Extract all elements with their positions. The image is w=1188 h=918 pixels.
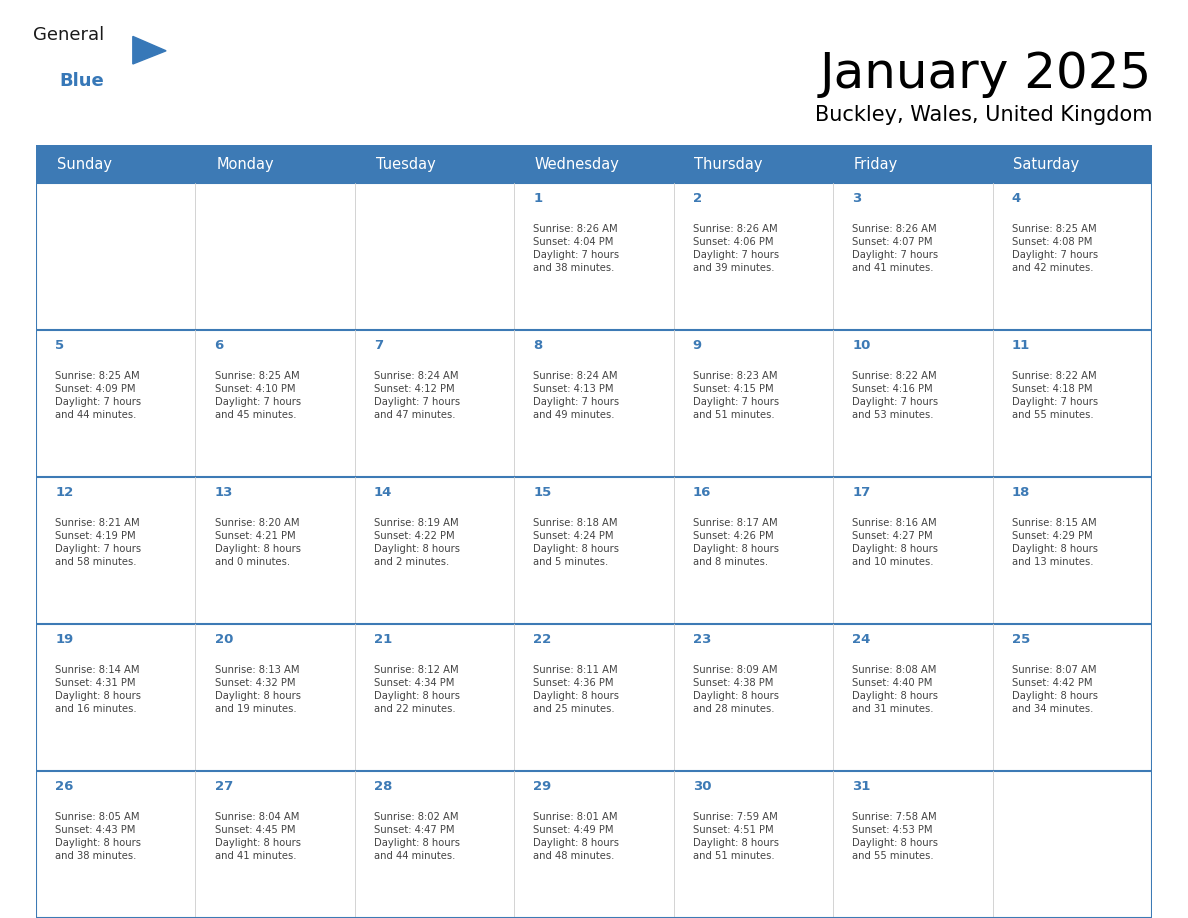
Text: Sunrise: 8:17 AM
Sunset: 4:26 PM
Daylight: 8 hours
and 8 minutes.: Sunrise: 8:17 AM Sunset: 4:26 PM Dayligh… — [693, 519, 779, 566]
Text: Thursday: Thursday — [695, 156, 763, 172]
Text: 19: 19 — [55, 633, 74, 646]
Text: Sunrise: 8:24 AM
Sunset: 4:12 PM
Daylight: 7 hours
and 47 minutes.: Sunrise: 8:24 AM Sunset: 4:12 PM Dayligh… — [374, 371, 460, 420]
Text: 13: 13 — [215, 486, 233, 499]
Bar — [36, 183, 1152, 330]
Text: Sunrise: 8:21 AM
Sunset: 4:19 PM
Daylight: 7 hours
and 58 minutes.: Sunrise: 8:21 AM Sunset: 4:19 PM Dayligh… — [55, 519, 141, 566]
Text: Blue: Blue — [59, 73, 105, 90]
Text: 17: 17 — [852, 486, 871, 499]
Text: Sunrise: 8:04 AM
Sunset: 4:45 PM
Daylight: 8 hours
and 41 minutes.: Sunrise: 8:04 AM Sunset: 4:45 PM Dayligh… — [215, 812, 301, 861]
Text: Sunrise: 8:11 AM
Sunset: 4:36 PM
Daylight: 8 hours
and 25 minutes.: Sunrise: 8:11 AM Sunset: 4:36 PM Dayligh… — [533, 666, 619, 713]
Text: Sunrise: 8:16 AM
Sunset: 4:27 PM
Daylight: 8 hours
and 10 minutes.: Sunrise: 8:16 AM Sunset: 4:27 PM Dayligh… — [852, 519, 939, 566]
Text: 3: 3 — [852, 192, 861, 205]
Text: Sunrise: 7:58 AM
Sunset: 4:53 PM
Daylight: 8 hours
and 55 minutes.: Sunrise: 7:58 AM Sunset: 4:53 PM Dayligh… — [852, 812, 939, 861]
Text: 26: 26 — [55, 780, 74, 793]
Text: 8: 8 — [533, 339, 543, 352]
Text: Tuesday: Tuesday — [375, 156, 435, 172]
Text: 22: 22 — [533, 633, 551, 646]
Text: 5: 5 — [55, 339, 64, 352]
Text: Sunrise: 8:15 AM
Sunset: 4:29 PM
Daylight: 8 hours
and 13 minutes.: Sunrise: 8:15 AM Sunset: 4:29 PM Dayligh… — [1012, 519, 1098, 566]
Text: 21: 21 — [374, 633, 392, 646]
Text: 16: 16 — [693, 486, 712, 499]
Text: 25: 25 — [1012, 633, 1030, 646]
Text: 15: 15 — [533, 486, 551, 499]
Text: 6: 6 — [215, 339, 223, 352]
Text: Sunrise: 8:05 AM
Sunset: 4:43 PM
Daylight: 8 hours
and 38 minutes.: Sunrise: 8:05 AM Sunset: 4:43 PM Dayligh… — [55, 812, 141, 861]
Text: 20: 20 — [215, 633, 233, 646]
Text: 24: 24 — [852, 633, 871, 646]
Bar — [36, 145, 1152, 183]
Text: Sunday: Sunday — [57, 156, 112, 172]
Text: Sunrise: 8:12 AM
Sunset: 4:34 PM
Daylight: 8 hours
and 22 minutes.: Sunrise: 8:12 AM Sunset: 4:34 PM Dayligh… — [374, 666, 460, 713]
Text: Sunrise: 8:22 AM
Sunset: 4:16 PM
Daylight: 7 hours
and 53 minutes.: Sunrise: 8:22 AM Sunset: 4:16 PM Dayligh… — [852, 371, 939, 420]
Text: 18: 18 — [1012, 486, 1030, 499]
Text: Monday: Monday — [216, 156, 273, 172]
Text: 28: 28 — [374, 780, 392, 793]
Text: Sunrise: 8:13 AM
Sunset: 4:32 PM
Daylight: 8 hours
and 19 minutes.: Sunrise: 8:13 AM Sunset: 4:32 PM Dayligh… — [215, 666, 301, 713]
Text: Sunrise: 8:02 AM
Sunset: 4:47 PM
Daylight: 8 hours
and 44 minutes.: Sunrise: 8:02 AM Sunset: 4:47 PM Dayligh… — [374, 812, 460, 861]
Text: Sunrise: 8:19 AM
Sunset: 4:22 PM
Daylight: 8 hours
and 2 minutes.: Sunrise: 8:19 AM Sunset: 4:22 PM Dayligh… — [374, 519, 460, 566]
Text: Sunrise: 8:18 AM
Sunset: 4:24 PM
Daylight: 8 hours
and 5 minutes.: Sunrise: 8:18 AM Sunset: 4:24 PM Dayligh… — [533, 519, 619, 566]
Text: 2: 2 — [693, 192, 702, 205]
Bar — [36, 330, 1152, 477]
Text: Sunrise: 8:26 AM
Sunset: 4:06 PM
Daylight: 7 hours
and 39 minutes.: Sunrise: 8:26 AM Sunset: 4:06 PM Dayligh… — [693, 224, 779, 273]
Bar — [36, 771, 1152, 918]
Text: Sunrise: 8:07 AM
Sunset: 4:42 PM
Daylight: 8 hours
and 34 minutes.: Sunrise: 8:07 AM Sunset: 4:42 PM Dayligh… — [1012, 666, 1098, 713]
Bar — [36, 477, 1152, 624]
Text: Sunrise: 8:22 AM
Sunset: 4:18 PM
Daylight: 7 hours
and 55 minutes.: Sunrise: 8:22 AM Sunset: 4:18 PM Dayligh… — [1012, 371, 1098, 420]
Text: 4: 4 — [1012, 192, 1020, 205]
Text: General: General — [33, 26, 105, 43]
Text: 27: 27 — [215, 780, 233, 793]
Text: 30: 30 — [693, 780, 712, 793]
Text: 10: 10 — [852, 339, 871, 352]
Text: 29: 29 — [533, 780, 551, 793]
Bar — [36, 624, 1152, 771]
Text: Sunrise: 8:09 AM
Sunset: 4:38 PM
Daylight: 8 hours
and 28 minutes.: Sunrise: 8:09 AM Sunset: 4:38 PM Dayligh… — [693, 666, 779, 713]
Text: Sunrise: 8:25 AM
Sunset: 4:08 PM
Daylight: 7 hours
and 42 minutes.: Sunrise: 8:25 AM Sunset: 4:08 PM Dayligh… — [1012, 224, 1098, 273]
Text: 11: 11 — [1012, 339, 1030, 352]
Text: 31: 31 — [852, 780, 871, 793]
Text: Sunrise: 7:59 AM
Sunset: 4:51 PM
Daylight: 8 hours
and 51 minutes.: Sunrise: 7:59 AM Sunset: 4:51 PM Dayligh… — [693, 812, 779, 861]
Text: 7: 7 — [374, 339, 383, 352]
Text: Sunrise: 8:25 AM
Sunset: 4:10 PM
Daylight: 7 hours
and 45 minutes.: Sunrise: 8:25 AM Sunset: 4:10 PM Dayligh… — [215, 371, 301, 420]
Text: 12: 12 — [55, 486, 74, 499]
Text: 14: 14 — [374, 486, 392, 499]
Text: Sunrise: 8:26 AM
Sunset: 4:04 PM
Daylight: 7 hours
and 38 minutes.: Sunrise: 8:26 AM Sunset: 4:04 PM Dayligh… — [533, 224, 620, 273]
Text: Sunrise: 8:23 AM
Sunset: 4:15 PM
Daylight: 7 hours
and 51 minutes.: Sunrise: 8:23 AM Sunset: 4:15 PM Dayligh… — [693, 371, 779, 420]
Text: 1: 1 — [533, 192, 543, 205]
Text: Friday: Friday — [854, 156, 898, 172]
Text: Wednesday: Wednesday — [535, 156, 620, 172]
Text: Sunrise: 8:20 AM
Sunset: 4:21 PM
Daylight: 8 hours
and 0 minutes.: Sunrise: 8:20 AM Sunset: 4:21 PM Dayligh… — [215, 519, 301, 566]
Polygon shape — [133, 37, 166, 64]
Text: Sunrise: 8:26 AM
Sunset: 4:07 PM
Daylight: 7 hours
and 41 minutes.: Sunrise: 8:26 AM Sunset: 4:07 PM Dayligh… — [852, 224, 939, 273]
Text: Sunrise: 8:25 AM
Sunset: 4:09 PM
Daylight: 7 hours
and 44 minutes.: Sunrise: 8:25 AM Sunset: 4:09 PM Dayligh… — [55, 371, 141, 420]
Text: 23: 23 — [693, 633, 712, 646]
Text: Sunrise: 8:14 AM
Sunset: 4:31 PM
Daylight: 8 hours
and 16 minutes.: Sunrise: 8:14 AM Sunset: 4:31 PM Dayligh… — [55, 666, 141, 713]
Text: 9: 9 — [693, 339, 702, 352]
Text: Sunrise: 8:08 AM
Sunset: 4:40 PM
Daylight: 8 hours
and 31 minutes.: Sunrise: 8:08 AM Sunset: 4:40 PM Dayligh… — [852, 666, 939, 713]
Text: Sunrise: 8:24 AM
Sunset: 4:13 PM
Daylight: 7 hours
and 49 minutes.: Sunrise: 8:24 AM Sunset: 4:13 PM Dayligh… — [533, 371, 620, 420]
Text: Sunrise: 8:01 AM
Sunset: 4:49 PM
Daylight: 8 hours
and 48 minutes.: Sunrise: 8:01 AM Sunset: 4:49 PM Dayligh… — [533, 812, 619, 861]
Text: Saturday: Saturday — [1013, 156, 1080, 172]
Text: January 2025: January 2025 — [820, 50, 1152, 98]
Text: Buckley, Wales, United Kingdom: Buckley, Wales, United Kingdom — [815, 105, 1152, 125]
